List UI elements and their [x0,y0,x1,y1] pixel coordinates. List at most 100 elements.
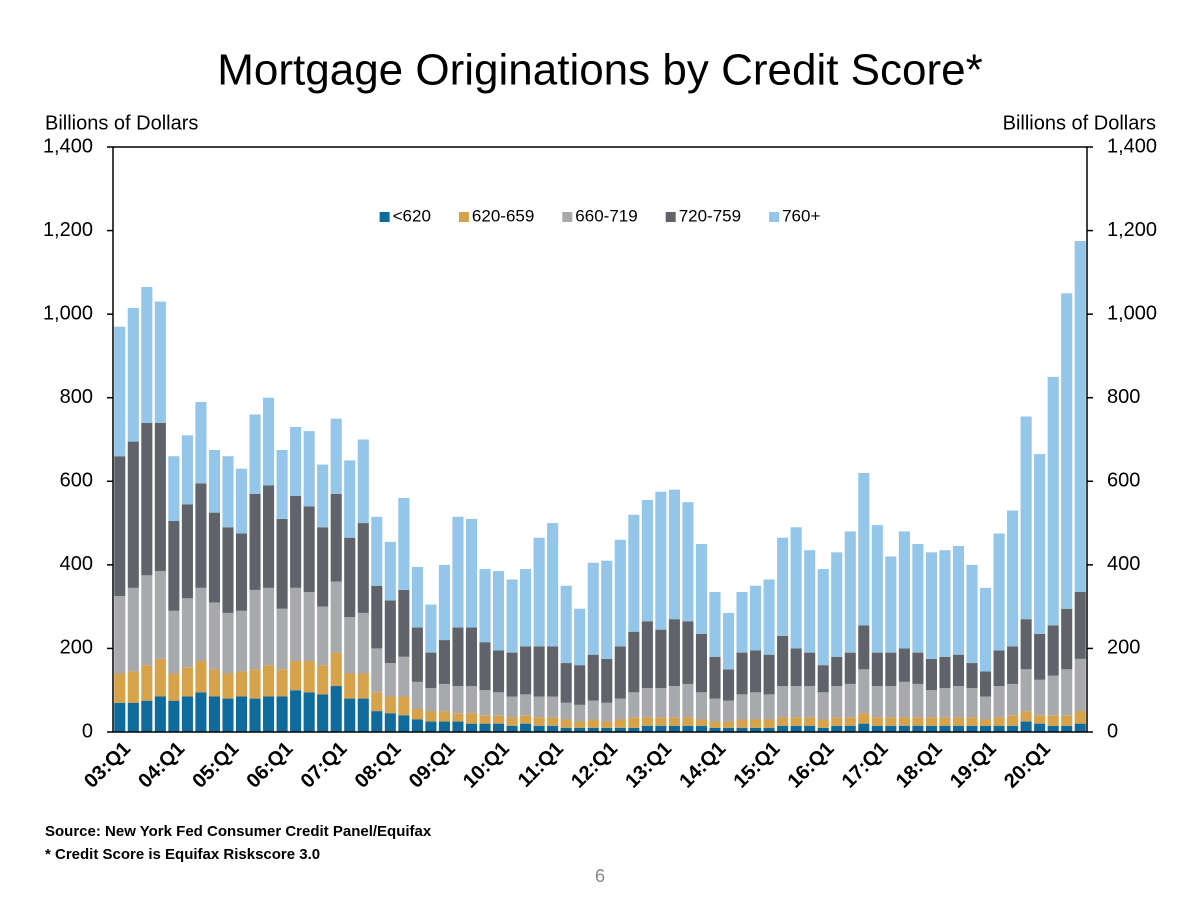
bar-segment [1020,711,1032,722]
bar-segment [601,727,613,732]
bar-segment [695,633,708,693]
bar-segment [154,301,166,423]
bar-segment [411,566,423,628]
bar-segment [560,585,572,664]
bar-segment [317,694,329,732]
bar-segment [952,546,965,655]
legend-swatch [379,212,390,222]
y-tick-label: 0 [82,720,93,742]
bar-segment [263,665,275,697]
bar-segment [831,686,843,718]
bar-segment [492,715,505,724]
bar-segment [1074,711,1086,724]
bar-segment [844,652,856,684]
bar-segment [168,673,180,701]
bar-segment [601,721,613,728]
bar-segment [208,696,221,732]
bar-segment [655,717,667,726]
bar-segment [993,533,1005,651]
x-tick-label: 07:Q1 [297,738,352,793]
bar-segment [655,688,667,718]
bar-segment [547,717,559,726]
bar-segment [628,631,640,693]
bar-segment [682,717,694,726]
bar-segment [506,725,518,732]
bar-segment [898,681,910,718]
bar-segment [154,658,166,697]
bar-segment [628,727,640,732]
bar-segment [344,460,356,538]
bar-segment [939,550,951,657]
bar-segment [763,579,775,655]
bar-segment [425,688,437,712]
bar-segment [114,596,126,674]
bar-segment [750,585,762,651]
bar-segment [479,642,491,691]
bar-segment [763,727,775,732]
bar-segment [858,713,870,724]
bar-segment [952,654,965,687]
bar-segment [452,627,464,687]
bar-segment [208,602,221,670]
bar-segment [290,690,302,732]
legend-swatch [665,212,676,222]
bar-segment [722,612,735,670]
bar-segment [276,518,288,609]
bar-segment [831,552,843,657]
bar-segment [993,725,1005,732]
bar-segment [614,646,626,699]
bar-segment [614,539,626,647]
bar-segment [668,619,680,687]
y-tick-label: 1,200 [43,219,93,241]
x-tick-label: 11:Q1 [514,738,568,792]
bar-segment [641,725,653,732]
bar-segment [925,690,937,718]
bar-segment [668,717,680,726]
bar-segment [804,717,816,726]
bar-segment [898,725,910,732]
bar-segment [871,725,883,732]
bar-segment [912,683,924,718]
bar-segment [290,660,302,691]
bar-segment [614,719,626,728]
bar-segment [912,543,924,653]
bar-segment [736,727,748,732]
legend-label: 720-759 [679,206,741,225]
bar-segment [154,422,166,572]
bar-segment [722,727,735,732]
bar-segment [330,493,342,582]
bar-segment [695,543,708,634]
bar-segment [574,608,586,666]
bar-segment [1047,725,1059,732]
bar-segment [1074,592,1086,659]
bar-segment [479,690,491,716]
bar-segment [195,401,207,484]
bar-segment [1047,625,1059,676]
bar-segment [695,692,708,720]
bar-segment [465,627,478,687]
bar-segment [235,468,248,534]
bar-segment [263,397,275,486]
y2-tick-label: 200 [1107,637,1140,659]
bar-segment [601,702,613,722]
bar-segment [141,700,153,732]
y-axis-label: Billions of Dollars [45,112,198,134]
bar-segment [750,692,762,720]
bar-segment [533,696,545,718]
bar-segment [722,669,735,701]
y2-tick-label: 1,400 [1107,135,1157,157]
bar-segment [695,719,708,726]
bar-segment [276,669,288,697]
bar-segment [1007,725,1019,732]
bar-segment [736,652,748,695]
bar-segment [317,464,329,528]
bar-segment [263,485,275,588]
chart-title: Mortgage Originations by Credit Score* [217,46,982,95]
bar-segment [276,696,288,732]
bar-segment [1007,510,1019,647]
bar-segment [344,617,356,674]
bar-segment [452,686,464,714]
bar-segment [871,717,883,726]
bar-segment [993,686,1005,718]
bar-segment [411,709,423,720]
